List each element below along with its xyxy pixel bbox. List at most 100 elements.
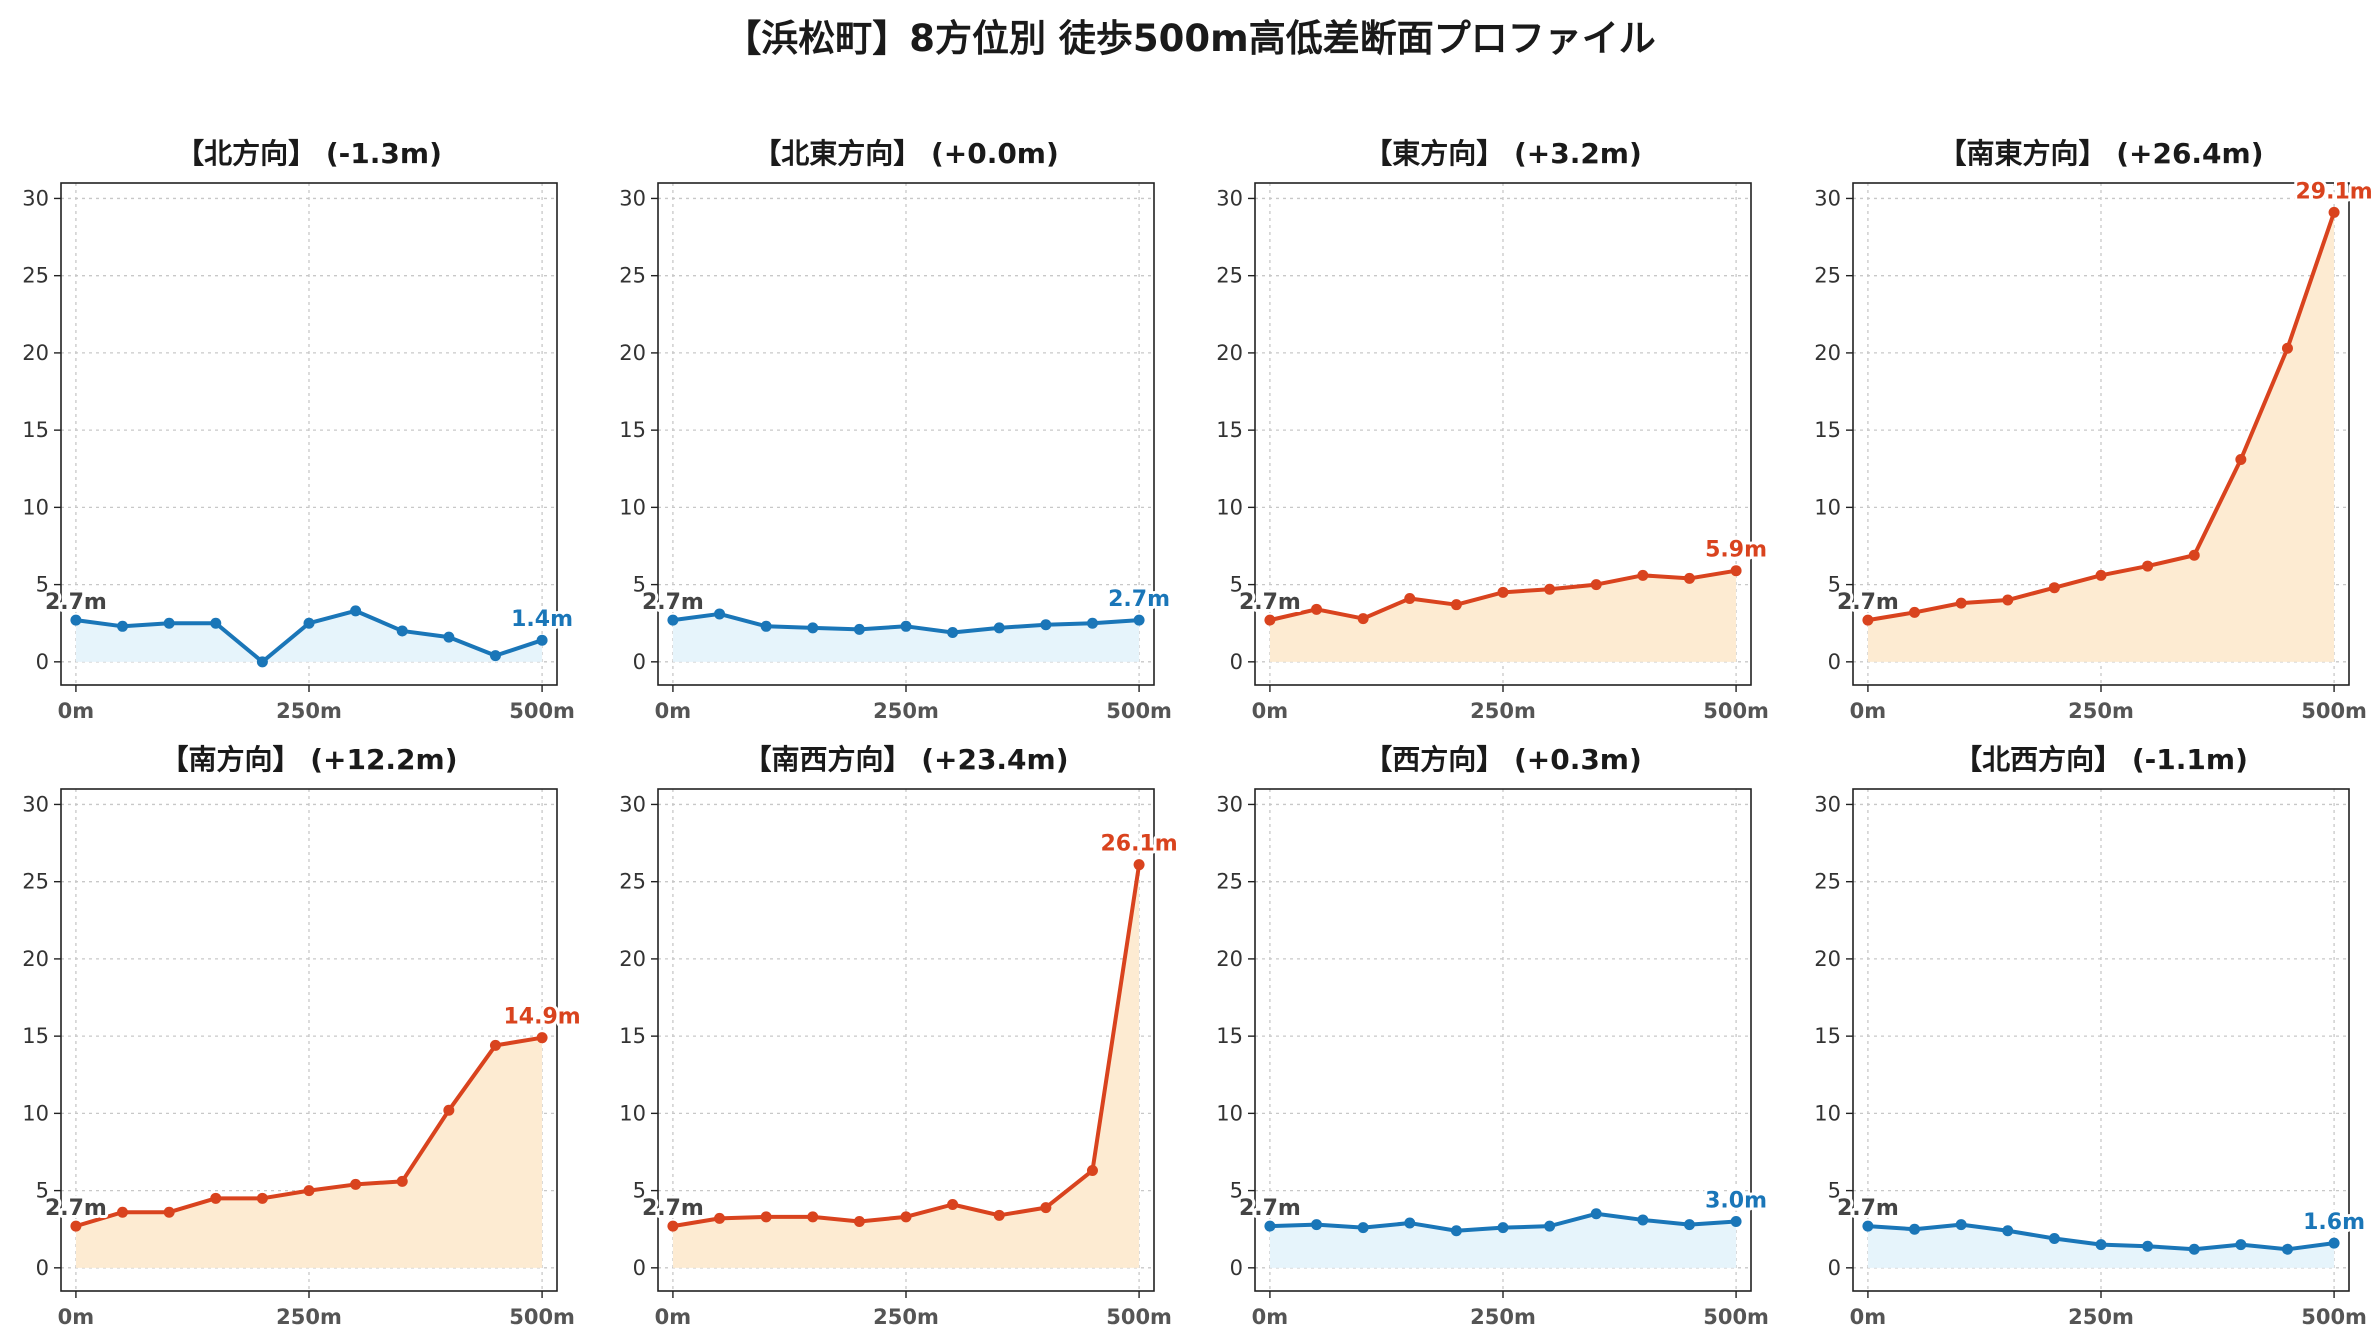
- y-tick-label: 30: [1216, 186, 1243, 210]
- start-elevation-label: 2.7m: [1239, 590, 1301, 615]
- y-tick-label: 5: [633, 1179, 646, 1203]
- profile-panel-7: 【西方向】 (+0.3m) 0 5 10 15 20 25 30 0m 250m 500m 2.7m 3…: [1216, 743, 1770, 1329]
- x-tick-label: 500m: [509, 699, 575, 723]
- data-point: [256, 1192, 268, 1204]
- data-point: [2281, 342, 2293, 354]
- y-tick-label: 5: [36, 573, 49, 597]
- y-tick-label: 30: [1216, 792, 1243, 816]
- data-point: [1590, 1208, 1602, 1220]
- data-point: [1311, 603, 1323, 615]
- y-tick-label: 25: [619, 870, 646, 894]
- x-tick-label: 0m: [1252, 699, 1289, 723]
- x-tick-label: 500m: [1106, 699, 1172, 723]
- y-tick-label: 5: [1828, 1179, 1841, 1203]
- profile-area: [1269, 570, 1737, 662]
- x-tick-label: 250m: [276, 1305, 342, 1329]
- data-point: [2002, 1225, 2014, 1237]
- data-point: [2095, 1239, 2107, 1251]
- profile-panel-1: 【北方向】 (-1.3m) 0 5 10 15 20 25 30 0m 250m 500m 2.7m 1…: [22, 137, 576, 723]
- data-point: [2235, 1239, 2247, 1251]
- y-tick-label: 25: [1216, 870, 1243, 894]
- y-tick-label: 5: [36, 1179, 49, 1203]
- x-tick-label: 250m: [276, 699, 342, 723]
- data-point: [1590, 579, 1602, 591]
- data-point: [1311, 1219, 1323, 1231]
- start-elevation-label: 2.7m: [1239, 1196, 1301, 1221]
- data-point: [2328, 1237, 2340, 1249]
- data-point: [667, 1220, 679, 1232]
- panel-title: 【南方向】 (+12.2m): [160, 743, 457, 776]
- data-point: [1730, 1215, 1742, 1227]
- y-tick-label: 10: [1814, 495, 1841, 519]
- y-tick-label: 15: [619, 418, 646, 442]
- data-point: [303, 1185, 315, 1197]
- y-tick-label: 25: [22, 264, 49, 288]
- panel-title: 【南東方向】 (+26.4m): [1938, 137, 2263, 170]
- data-point: [2142, 560, 2154, 572]
- data-point: [1637, 1214, 1649, 1226]
- y-tick-label: 5: [1230, 1179, 1243, 1203]
- end-elevation-label: 29.1m: [2295, 179, 2372, 204]
- data-point: [2048, 582, 2060, 594]
- data-point: [807, 1211, 819, 1223]
- y-tick-label: 15: [22, 418, 49, 442]
- profile-area: [672, 864, 1140, 1268]
- data-point: [1264, 614, 1276, 626]
- data-point: [2048, 1232, 2060, 1244]
- data-point: [760, 1211, 772, 1223]
- axes-frame: [60, 182, 558, 686]
- data-point: [1730, 565, 1742, 577]
- y-tick-label: 10: [22, 495, 49, 519]
- y-tick-label: 10: [22, 1101, 49, 1125]
- y-tick-label: 25: [22, 870, 49, 894]
- data-point: [536, 1032, 548, 1044]
- start-elevation-label: 2.7m: [45, 1196, 107, 1221]
- y-tick-label: 10: [619, 1101, 646, 1125]
- data-point: [1133, 614, 1145, 626]
- data-point: [210, 617, 222, 629]
- y-tick-label: 20: [1216, 341, 1243, 365]
- data-point: [396, 1175, 408, 1187]
- data-point: [1133, 859, 1145, 871]
- data-point: [396, 625, 408, 637]
- panel-title: 【南西方向】 (+23.4m): [743, 743, 1068, 776]
- data-point: [2188, 1243, 2200, 1255]
- x-tick-label: 0m: [1252, 1305, 1289, 1329]
- data-point: [667, 614, 679, 626]
- x-tick-label: 500m: [2301, 1305, 2367, 1329]
- y-tick-label: 10: [1216, 495, 1243, 519]
- profile-line: [672, 864, 1142, 1229]
- x-tick-label: 500m: [2301, 699, 2367, 723]
- start-elevation-label: 2.7m: [642, 1196, 704, 1221]
- y-tick-label: 0: [36, 1256, 49, 1280]
- panel-title: 【北西方向】 (-1.1m): [1954, 743, 2248, 776]
- x-tick-label: 500m: [1703, 699, 1769, 723]
- profile-panel-8: 【北西方向】 (-1.1m) 0 5 10 15 20 25 30 0m 250m 500m 2.7m…: [1814, 743, 2368, 1329]
- y-tick-label: 15: [22, 1024, 49, 1048]
- y-tick-label: 30: [1814, 186, 1841, 210]
- start-elevation-label: 2.7m: [642, 590, 704, 615]
- profile-panel-2: 【北東方向】 (+0.0m) 0 5 10 15 20 25 30 0m 250m 500m 2.7m…: [619, 137, 1173, 723]
- x-tick-label: 250m: [873, 1305, 939, 1329]
- data-point: [853, 623, 865, 635]
- x-tick-label: 0m: [1850, 699, 1887, 723]
- data-point: [489, 1039, 501, 1051]
- data-point: [993, 1209, 1005, 1221]
- y-tick-label: 30: [22, 186, 49, 210]
- y-tick-label: 5: [1828, 573, 1841, 597]
- data-point: [1862, 614, 1874, 626]
- x-tick-label: 0m: [655, 1305, 692, 1329]
- x-tick-label: 250m: [1470, 1305, 1536, 1329]
- panel-title: 【北方向】 (-1.3m): [176, 137, 442, 170]
- data-point: [1357, 1222, 1369, 1234]
- end-elevation-label: 14.9m: [503, 1005, 580, 1030]
- profile-area: [75, 1037, 543, 1268]
- axes-frame: [1852, 788, 2350, 1292]
- y-tick-label: 5: [1230, 573, 1243, 597]
- data-point: [1497, 586, 1509, 598]
- data-point: [714, 608, 726, 620]
- data-point: [947, 626, 959, 638]
- data-point: [1404, 1217, 1416, 1229]
- data-point: [1497, 1222, 1509, 1234]
- y-tick-label: 5: [633, 573, 646, 597]
